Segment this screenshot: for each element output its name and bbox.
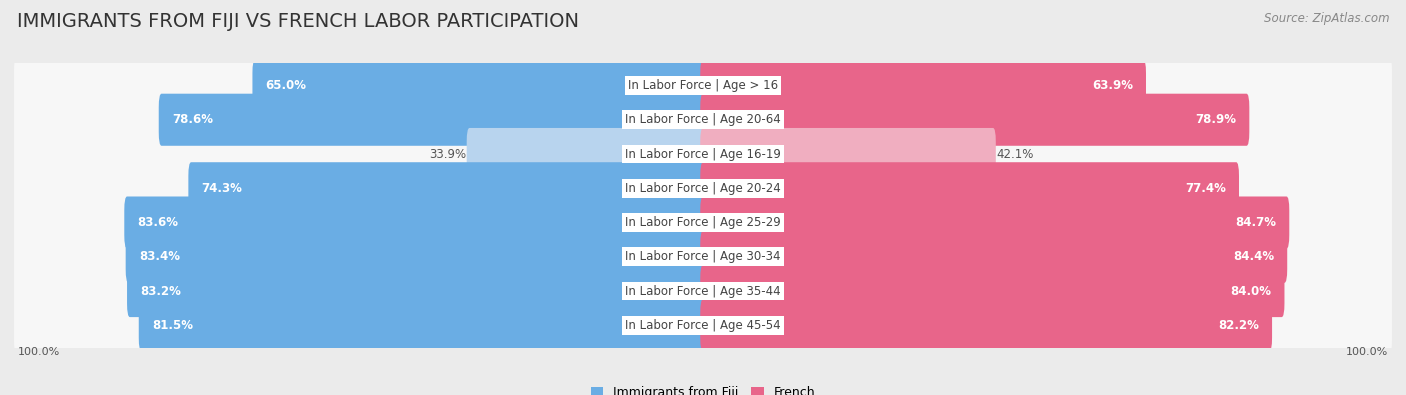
Text: 84.4%: 84.4% <box>1233 250 1274 263</box>
Text: 33.9%: 33.9% <box>429 147 465 160</box>
FancyBboxPatch shape <box>14 294 1392 357</box>
Text: In Labor Force | Age 45-54: In Labor Force | Age 45-54 <box>626 319 780 332</box>
Text: 82.2%: 82.2% <box>1218 319 1258 332</box>
FancyBboxPatch shape <box>700 265 1285 317</box>
Text: In Labor Force | Age 25-29: In Labor Force | Age 25-29 <box>626 216 780 229</box>
FancyBboxPatch shape <box>14 260 1392 323</box>
FancyBboxPatch shape <box>14 225 1392 288</box>
Text: In Labor Force | Age 16-19: In Labor Force | Age 16-19 <box>626 147 780 160</box>
Text: 83.4%: 83.4% <box>139 250 180 263</box>
FancyBboxPatch shape <box>159 94 706 146</box>
FancyBboxPatch shape <box>14 191 1392 254</box>
FancyBboxPatch shape <box>467 128 706 180</box>
Text: 78.9%: 78.9% <box>1195 113 1236 126</box>
FancyBboxPatch shape <box>139 299 706 352</box>
Text: 77.4%: 77.4% <box>1185 182 1226 195</box>
FancyBboxPatch shape <box>125 231 706 283</box>
Text: 84.0%: 84.0% <box>1230 284 1271 297</box>
FancyBboxPatch shape <box>700 59 1146 111</box>
Text: 100.0%: 100.0% <box>17 346 59 357</box>
FancyBboxPatch shape <box>700 231 1288 283</box>
Text: 74.3%: 74.3% <box>201 182 242 195</box>
Text: Source: ZipAtlas.com: Source: ZipAtlas.com <box>1264 12 1389 25</box>
Text: 100.0%: 100.0% <box>1347 346 1389 357</box>
Legend: Immigrants from Fiji, French: Immigrants from Fiji, French <box>586 381 820 395</box>
Text: 83.6%: 83.6% <box>138 216 179 229</box>
FancyBboxPatch shape <box>14 157 1392 220</box>
Text: 42.1%: 42.1% <box>997 147 1033 160</box>
FancyBboxPatch shape <box>124 196 706 248</box>
Text: 81.5%: 81.5% <box>152 319 193 332</box>
FancyBboxPatch shape <box>700 94 1250 146</box>
Text: In Labor Force | Age 35-44: In Labor Force | Age 35-44 <box>626 284 780 297</box>
Text: 78.6%: 78.6% <box>172 113 212 126</box>
Text: In Labor Force | Age 20-24: In Labor Force | Age 20-24 <box>626 182 780 195</box>
Text: IMMIGRANTS FROM FIJI VS FRENCH LABOR PARTICIPATION: IMMIGRANTS FROM FIJI VS FRENCH LABOR PAR… <box>17 12 579 31</box>
Text: 65.0%: 65.0% <box>266 79 307 92</box>
FancyBboxPatch shape <box>700 196 1289 248</box>
Text: In Labor Force | Age 20-64: In Labor Force | Age 20-64 <box>626 113 780 126</box>
FancyBboxPatch shape <box>700 162 1239 214</box>
FancyBboxPatch shape <box>127 265 706 317</box>
FancyBboxPatch shape <box>188 162 706 214</box>
FancyBboxPatch shape <box>14 122 1392 186</box>
Text: In Labor Force | Age > 16: In Labor Force | Age > 16 <box>628 79 778 92</box>
Text: 63.9%: 63.9% <box>1092 79 1133 92</box>
Text: 84.7%: 84.7% <box>1236 216 1277 229</box>
FancyBboxPatch shape <box>14 54 1392 117</box>
FancyBboxPatch shape <box>700 299 1272 352</box>
Text: In Labor Force | Age 30-34: In Labor Force | Age 30-34 <box>626 250 780 263</box>
Text: 83.2%: 83.2% <box>141 284 181 297</box>
FancyBboxPatch shape <box>700 128 995 180</box>
FancyBboxPatch shape <box>14 88 1392 151</box>
FancyBboxPatch shape <box>253 59 706 111</box>
